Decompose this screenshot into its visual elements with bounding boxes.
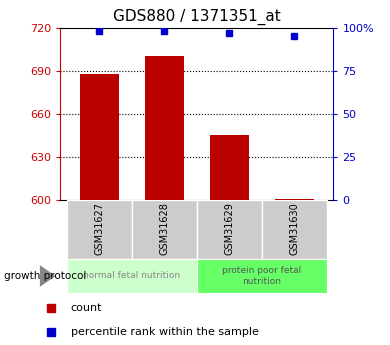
Bar [132, 200, 197, 259]
Bar [67, 259, 197, 293]
Text: count: count [71, 303, 102, 313]
Text: normal fetal nutrition: normal fetal nutrition [83, 272, 181, 280]
Text: GSM31628: GSM31628 [160, 202, 169, 255]
Bar [197, 259, 327, 293]
Bar [197, 200, 262, 259]
Bar [262, 200, 327, 259]
Text: GSM31629: GSM31629 [225, 202, 234, 255]
Text: percentile rank within the sample: percentile rank within the sample [71, 327, 259, 337]
Text: protein poor fetal
nutrition: protein poor fetal nutrition [222, 266, 301, 286]
Bar [80, 73, 119, 200]
Text: GSM31630: GSM31630 [289, 202, 300, 255]
Bar [67, 200, 132, 259]
Title: GDS880 / 1371351_at: GDS880 / 1371351_at [113, 9, 281, 25]
Polygon shape [40, 265, 56, 287]
Bar [275, 199, 314, 200]
Bar [210, 136, 249, 200]
Text: growth protocol: growth protocol [4, 271, 86, 281]
Text: GSM31627: GSM31627 [94, 202, 105, 255]
Bar [145, 56, 184, 200]
